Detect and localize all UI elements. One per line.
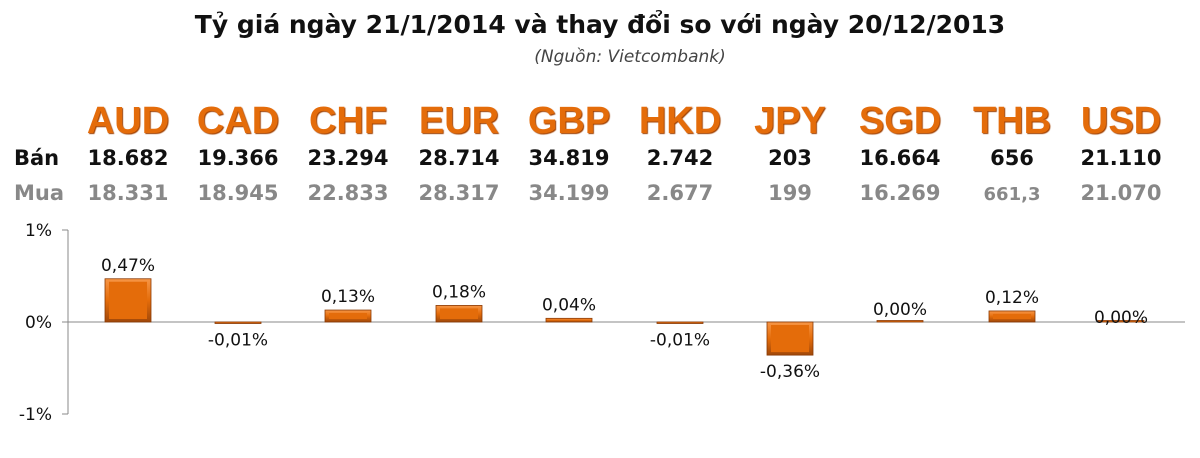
data-label: -0,01% (208, 331, 268, 351)
currency-code: AUD (86, 100, 170, 142)
bar-face (440, 308, 478, 319)
currency-code: EUR (418, 100, 500, 142)
bar-face (329, 313, 367, 319)
currency-code: THB (972, 100, 1052, 142)
rate-sell: 28.714 (418, 146, 500, 170)
data-label: 0,00% (873, 300, 927, 320)
rate-buy: 18.945 (197, 181, 279, 205)
data-label: -0,36% (760, 362, 820, 382)
rate-buy: 18.331 (87, 181, 169, 205)
rate-sell: 23.294 (307, 146, 389, 170)
y-tick-label: -1% (19, 405, 52, 425)
rate-buy: 16.269 (859, 181, 941, 205)
rate-sell: 18.682 (87, 146, 169, 170)
currency-code: CAD (196, 100, 280, 142)
bar-usd (1097, 320, 1145, 323)
rate-buy: 22.833 (307, 181, 389, 205)
bar-face (771, 325, 809, 353)
bar-face (109, 281, 147, 319)
currency-code: CHF (308, 100, 388, 142)
bar-hkd (656, 321, 704, 324)
bar-gbp (545, 317, 593, 323)
rate-sell: 16.664 (859, 146, 941, 170)
currency-code: JPY (754, 100, 826, 142)
data-label: 0,12% (985, 288, 1039, 308)
rate-sell: 19.366 (197, 146, 279, 170)
rate-sell: 21.110 (1080, 146, 1162, 170)
rate-buy: 2.677 (646, 181, 714, 205)
currency-code: GBP (527, 100, 611, 142)
data-label: 0,13% (321, 287, 375, 307)
data-label: -0,01% (650, 331, 710, 351)
bar-sgd (876, 320, 924, 323)
buy-row-label: Mua (14, 181, 65, 205)
bar-face (993, 313, 1031, 319)
rate-buy: 199 (768, 181, 812, 205)
y-tick-label: 1% (25, 221, 52, 241)
data-label: 0,47% (101, 256, 155, 276)
rate-sell: 656 (990, 146, 1034, 170)
rate-buy: 28.317 (418, 181, 500, 205)
rate-buy: 34.199 (528, 181, 610, 205)
y-tick-label: 0% (25, 313, 52, 333)
chart-title: Tỷ giá ngày 21/1/2014 và thay đổi so với… (194, 10, 1006, 39)
data-label: 0,18% (432, 282, 486, 302)
sell-row-label: Bán (14, 146, 60, 170)
data-label: 0,04% (542, 295, 596, 315)
currency-code: USD (1080, 100, 1162, 142)
rate-buy: 21.070 (1080, 181, 1162, 205)
currency-code: SGD (858, 100, 942, 142)
chart-subtitle: (Nguồn: Vietcombank) (534, 47, 726, 67)
data-label: 0,00% (1094, 308, 1148, 328)
rate-sell: 34.819 (528, 146, 610, 170)
rate-sell: 203 (768, 146, 812, 170)
rate-buy: 661,3 (983, 184, 1041, 205)
bar-cad (214, 321, 262, 324)
currency-code: HKD (638, 100, 722, 142)
rate-sell: 2.742 (646, 146, 714, 170)
